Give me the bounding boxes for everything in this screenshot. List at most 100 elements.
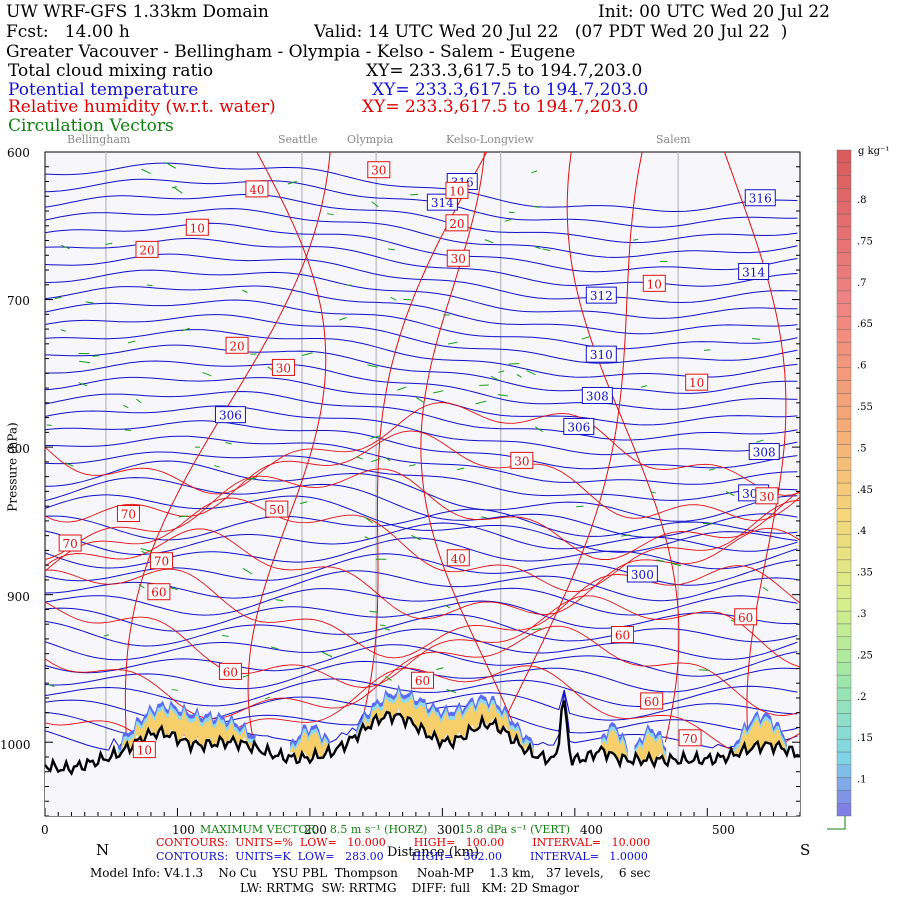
colorbar-cell [836,354,852,368]
colorbar-cell [836,252,852,266]
colorbar-arrow [827,816,846,830]
circulation-vector [202,371,212,377]
colorbar-cell [836,559,852,573]
colorbar-cell [836,726,852,740]
circulation-vector [302,352,313,356]
theta-label: 300 [631,568,654,582]
rh-contour [355,151,488,743]
circulation-vector [433,390,444,394]
rh-contour [44,595,801,688]
circulation-vector [656,559,665,563]
circulation-vector [457,467,465,471]
field-cloud-label: Total cloud mixing ratio [8,61,214,81]
rh-label: 20 [229,339,244,353]
rh-label-box [271,358,295,376]
theta-contour [44,329,798,378]
circulation-vector [633,238,639,241]
field-vectors-label: Circulation Vectors [8,116,174,136]
rh-label: 20 [449,217,464,231]
theta-contour [44,494,798,553]
theta-contour [44,522,798,556]
rh-label-box [445,181,469,199]
circulation-vector [46,424,52,427]
theta-contour [44,178,798,228]
colorbar-cell [836,674,852,689]
rh-label: 10 [689,376,704,390]
circulation-vector [385,675,392,681]
circulation-vector [300,501,308,505]
theta-label: 306 [219,409,242,423]
colorbar-cell [836,226,852,240]
theta-contour [45,360,798,410]
circulation-vector [78,382,88,387]
colorbar-cell [836,431,852,445]
circulation-vector [497,394,509,397]
circulation-vector [416,397,425,404]
circulation-vector [444,604,451,609]
colorbar-label: .65 [857,319,873,330]
circulation-vector [403,298,412,301]
circulation-vector [534,426,543,433]
circulation-vector [146,284,153,287]
colorbar-cell [836,469,852,484]
colorbar-label: .5 [857,443,867,454]
field-theta-label: Potential temperature [8,80,199,100]
theta-label-box [748,443,780,461]
rh-label: 50 [269,503,284,517]
circulation-vector [225,441,232,445]
theta-contour [44,390,798,441]
y-axis-title: Pressure (hPa) [5,422,20,512]
rh-label: 60 [644,695,659,709]
circulation-vector [620,534,631,537]
page-title: UW WRF-GFS 1.33km Domain [6,2,269,22]
y-tick-label: 1000 [0,738,31,752]
circulation-vector [446,689,457,694]
colorbar-cell [836,572,852,586]
cloud-fill-core [290,732,330,763]
colorbar-cell [836,329,852,343]
rh-label-box [446,549,470,567]
rh-label: 70 [154,555,169,569]
colorbar-label: .1 [857,775,867,786]
rh-label: 30 [276,361,291,375]
colorbar-cell [836,508,852,522]
circulation-vector [484,239,494,244]
circulation-vector [447,341,458,345]
rh-label-box [147,583,171,601]
circulation-vector [339,317,347,321]
colorbar-cell [836,802,852,817]
circulation-vector [532,205,540,208]
forecast-hour: Fcst: 14.00 h [6,22,130,42]
rh-contour [44,565,801,659]
x-tick-label: 100 [172,823,195,837]
circulation-vector [436,667,444,671]
theta-label: 312 [590,289,613,303]
circulation-vector [756,439,764,443]
rh-label-box [640,692,664,710]
circulation-vector [247,477,257,481]
rh-contour [124,151,331,743]
city-label-kelso: Kelso-Longview [446,133,534,146]
theta-contour [44,269,798,319]
circulation-vector [127,340,136,344]
circulation-vector [370,458,381,463]
colorbar-cell [836,162,852,176]
theta-label-box [626,565,658,583]
rh-contour [44,527,801,620]
circulation-vector [516,374,522,378]
rh-label-box [367,161,391,179]
rh-contour [44,625,801,720]
field-theta-xy: XY= 233.3,617.5 to 194.7,203.0 [372,80,649,100]
rh-label-box [225,336,249,354]
circulation-vector [367,364,378,368]
rh-contour [44,468,801,561]
theta-contour [44,285,798,335]
circulation-vector [222,634,229,637]
colorbar-cell [836,444,852,458]
rh-label-box [116,505,140,523]
circulation-vector [141,168,152,174]
rh-contour [44,497,801,593]
circulation-vector [322,651,333,658]
theta-contour [44,344,798,394]
rh-label: 30 [759,490,774,504]
